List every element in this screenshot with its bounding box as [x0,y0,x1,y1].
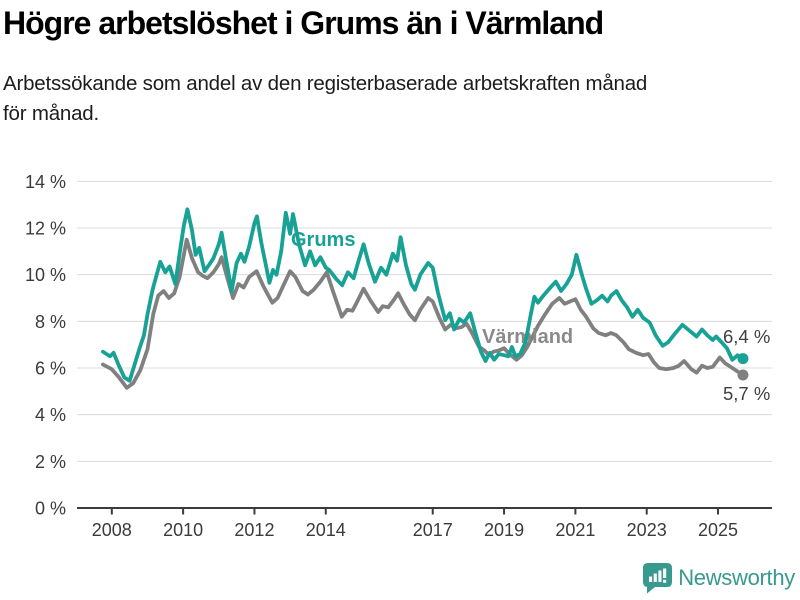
varmland-end-dot [737,369,749,381]
bar-chart-speech-bubble-icon [643,563,673,594]
chart-subtitle-line-1: Arbetssökande som andel av den registerb… [3,72,648,95]
x-tick-label: 2023 [627,520,667,540]
x-tick-label: 2008 [92,520,132,540]
x-tick-label: 2021 [555,520,595,540]
y-tick-label: 4 % [35,405,66,425]
x-tick-label: 2019 [484,520,524,540]
x-tick-label: 2017 [413,520,453,540]
chart-title: Högre arbetslöshet i Grums än i Värmland [3,5,604,41]
grums-end-dot [737,353,749,365]
grums-series-label: Grums [291,229,355,251]
grums-end-value-label: 6,4 % [723,326,770,347]
y-tick-label: 8 % [35,312,66,332]
varmland-end-value-label: 5,7 % [723,383,770,404]
y-tick-label: 12 % [25,219,66,239]
x-tick-label: 2012 [234,520,274,540]
y-tick-label: 10 % [25,265,66,285]
chart-subtitle-line-2: för månad. [3,102,99,125]
y-tick-label: 2 % [35,452,66,472]
newsworthy-logo: Newsworthy [642,562,795,594]
chart-subtitle: Arbetssökande som andel av den registerb… [3,69,647,129]
y-tick-label: 0 % [35,499,66,519]
x-tick-label: 2014 [306,520,346,540]
grums-line [101,207,745,383]
x-tick-label: 2010 [163,520,203,540]
y-tick-label: 14 % [25,172,66,192]
y-tick-label: 6 % [35,359,66,379]
x-tick-label: 2025 [698,520,738,540]
brand-name: Newsworthy [678,565,795,590]
varmland-line [101,237,745,390]
